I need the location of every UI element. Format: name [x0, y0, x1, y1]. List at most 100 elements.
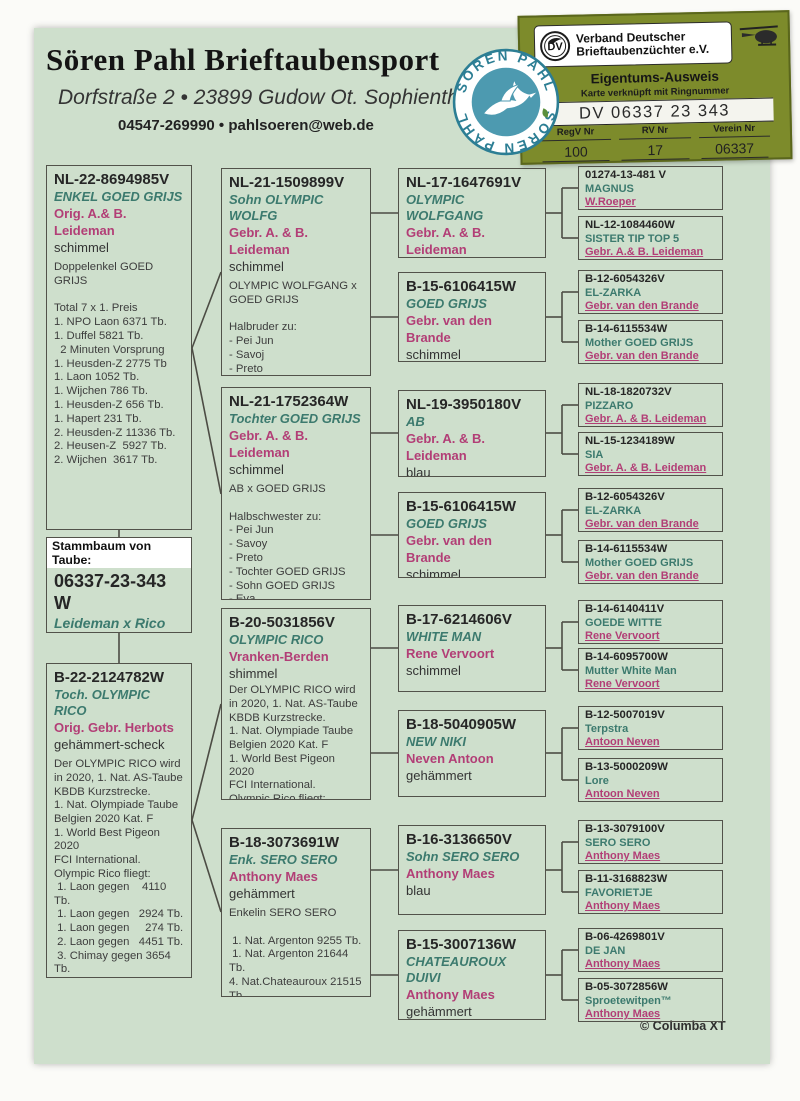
- pigeon-name: Enk. SERO SERO: [229, 852, 338, 867]
- breeder-name: Gebr. van den Brande: [585, 518, 699, 530]
- color-description: schimmel: [229, 259, 284, 274]
- breeder-name: Gebr. A. & B. Leideman: [229, 225, 308, 257]
- ring-number: B-18-5040905W: [406, 716, 517, 733]
- pigeon-name: EL-ZARKA: [585, 504, 642, 517]
- color-description: blau: [406, 465, 431, 477]
- pigeon-name: Tochter GOED GRIJS: [229, 411, 361, 426]
- leaf-icon: [542, 108, 549, 118]
- pigeon-name: OLYMPIC WOLFGANG: [406, 192, 484, 223]
- breeder-name: Gebr. A. & B. Leideman: [585, 462, 707, 474]
- pigeon-name: NEW NIKI: [406, 734, 466, 749]
- pedigree-box-grandsire-p: NL-21-1509899V Sohn OLYMPIC WOLFG Gebr. …: [221, 168, 371, 376]
- color-description: gehämmert: [406, 768, 472, 783]
- pedigree-box-g4-5: NL-18-1820732V PIZZARO Gebr. A. & B. Lei…: [578, 383, 723, 427]
- achievements: AB x GOED GRIJS Halbschwester zu: - Pei J…: [229, 483, 346, 600]
- pigeon-name: PIZZARO: [585, 399, 634, 412]
- color-description: gehämmert: [229, 886, 295, 901]
- ring-number: B-20-5031856V: [229, 614, 335, 631]
- ring-number: B-06-4269801V: [585, 931, 665, 943]
- ring-number: B-22-2124782W: [54, 669, 165, 686]
- loft-address: Dorfstraße 2 • 23899 Gudow Ot. Sophienth…: [58, 86, 476, 109]
- ring-number: B-15-6106415W: [406, 278, 517, 295]
- ring-number: B-14-6115534W: [585, 323, 668, 335]
- page-title: Sören Pahl Brieftaubensport: [46, 42, 440, 77]
- breeder-name: Gebr. A.& B. Leideman: [585, 246, 704, 258]
- color-description: gehämmert: [406, 1004, 472, 1019]
- pigeon-name: FAVORIETJE: [585, 886, 653, 899]
- breeder-name: Gebr. van den Brande: [585, 570, 699, 582]
- color-description: schimmel: [406, 567, 461, 578]
- achievements: OLYMPIC WOLFGANG x GOED GRIJS Halbruder z…: [229, 280, 357, 375]
- breeder-name: W.Roeper: [585, 196, 636, 208]
- pedigree-box-g4-2: NL-12-1084460W SISTER TIP TOP 5 Gebr. A.…: [578, 216, 723, 260]
- ring-number: B-12-6054326V: [585, 273, 665, 285]
- pedigree-box-g3-4: B-15-6106415W GOED GRIJS Gebr. van den B…: [398, 492, 546, 578]
- breeder-name: Anthony Maes: [406, 866, 495, 881]
- breeder-name: Gebr. van den Brande: [585, 300, 699, 312]
- association-box: DV Verband Deutscher Brieftaubenzüchter …: [533, 21, 733, 68]
- dove-icon: [484, 81, 537, 115]
- pigeon-name: Terpstra: [585, 722, 629, 735]
- breeder-name: Sören Pahl: [54, 632, 184, 633]
- pigeon-name: Toch. OLYMPIC RICO: [54, 687, 151, 718]
- color-description: shimmel: [229, 666, 278, 681]
- pigeon-name: GOED GRIJS: [406, 516, 487, 531]
- ring-number: NL-22-8694985V: [54, 171, 170, 188]
- breeder-name: Neven Antoon: [406, 751, 494, 766]
- field-label: RV Nr: [619, 124, 691, 140]
- pedigree-box-g4-13: B-13-3079100V SERO SERO Anthony Maes: [578, 820, 723, 864]
- ring-number: NL-12-1084460W: [585, 219, 675, 231]
- loft-contact: 04547-269990 • pahlsoeren@web.de: [118, 117, 374, 134]
- breeder-name: Rene Vervoort: [585, 678, 660, 690]
- association-name: Verband Deutscher Brieftaubenzüchter e.V…: [576, 29, 709, 58]
- field-value: 17: [621, 141, 690, 161]
- ring-number: B-15-3007136W: [406, 936, 517, 953]
- achievements: Enkelin SERO SERO 1. Nat. Argenton 9255 …: [229, 907, 365, 997]
- achievements: Doppelenkel GOED GRIJS Total 7 x 1. Prei…: [54, 261, 176, 467]
- pedigree-box-g4-11: B-12-5007019V Terpstra Antoon Neven: [578, 706, 723, 750]
- ring-number: B-12-5007019V: [585, 709, 665, 721]
- breeder-name: Vranken-Berden: [229, 649, 329, 664]
- ring-number: NL-21-1509899V: [229, 174, 345, 191]
- pedigree-box-g4-7: B-12-6054326V EL-ZARKA Gebr. van den Bra…: [578, 488, 723, 532]
- pigeon-name: MAGNUS: [585, 182, 634, 195]
- pigeon-name: Lore: [585, 774, 609, 787]
- achievements: Der OLYMPIC RICO wird in 2020, 1. Nat. AS…: [229, 684, 358, 800]
- ring-number: NL-18-1820732V: [585, 386, 672, 398]
- breeder-name: Gebr. A. & B. Leideman: [406, 431, 485, 463]
- helicopter-icon: [739, 25, 778, 46]
- pigeon-name: Mutter White Man: [585, 664, 677, 677]
- breeder-name: Gebr. A. & B. Leideman: [585, 413, 707, 425]
- pigeon-name: OLYMPIC RICO: [229, 632, 324, 647]
- pedigree-box-g4-12: B-13-5000209W Lore Antoon Neven: [578, 758, 723, 802]
- ring-number: B-15-6106415W: [406, 498, 517, 515]
- ring-number: B-14-6115534W: [585, 543, 668, 555]
- pigeon-name: SIA: [585, 448, 604, 461]
- vdb-logo: DV: [540, 31, 571, 62]
- pigeon-name: SERO SERO: [585, 836, 651, 849]
- ring-number: B-16-3136650V: [406, 831, 512, 848]
- ring-number: B-14-6140411V: [585, 603, 665, 615]
- breeder-name: Antoon Neven: [585, 788, 660, 800]
- field-verein: Verein Nr 06337: [694, 122, 774, 160]
- pedigree-box-g4-14: B-11-3168823W FAVORIETJE Anthony Maes: [578, 870, 723, 914]
- ownership-card: DV Verband Deutscher Brieftaubenzüchter …: [517, 10, 793, 165]
- breeder-name: Gebr. van den Brande: [406, 313, 492, 345]
- pigeon-name: DE JAN: [585, 944, 626, 957]
- ring-number: B-13-5000209W: [585, 761, 668, 773]
- ring-number: B-13-3079100V: [585, 823, 665, 835]
- pigeon-name: GOEDE WITTE: [585, 616, 662, 629]
- pedigree-box-g3-3: NL-19-3950180V AB Gebr. A. & B. Leideman…: [398, 390, 546, 477]
- color-description: schimmel: [406, 347, 461, 362]
- ring-number-display: DV 06337 23 343: [535, 97, 774, 127]
- breeder-name: Anthony Maes: [406, 987, 495, 1002]
- ring-number: B-05-3072856W: [585, 981, 668, 993]
- pedigree-box-g4-4: B-14-6115534W Mother GOED GRIJS Gebr. va…: [578, 320, 723, 364]
- ring-number: B-18-3073691W: [229, 834, 340, 851]
- color-description: schimmel: [406, 663, 461, 678]
- ring-number: B-12-6054326V: [585, 491, 665, 503]
- ring-number: NL-15-1234189W: [585, 435, 675, 447]
- pedigree-box-g4-10: B-14-6095700W Mutter White Man Rene Verv…: [578, 648, 723, 692]
- pedigree-box-granddam-p: NL-21-1752364W Tochter GOED GRIJS Gebr. …: [221, 387, 371, 600]
- pedigree-box-g3-5: B-17-6214606V WHITE MAN Rene Vervoort sc…: [398, 605, 546, 692]
